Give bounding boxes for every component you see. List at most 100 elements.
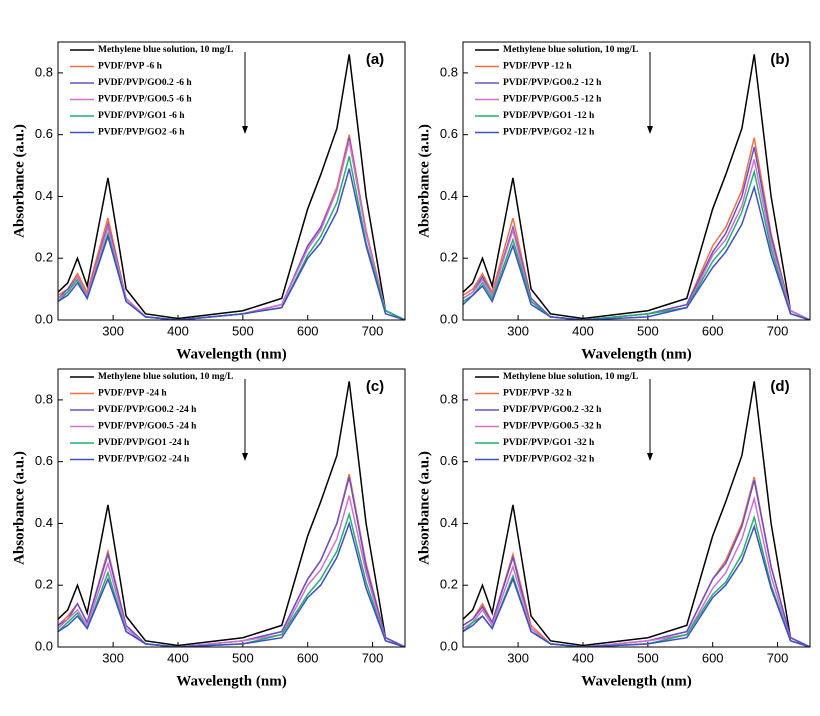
spectrum-line bbox=[58, 54, 405, 320]
legend-label: Methylene blue solution, 10 mg/L bbox=[503, 372, 638, 382]
x-tick-label: 700 bbox=[767, 323, 789, 338]
legend-label: PVDF/PVP/GO1 -24 h bbox=[98, 438, 190, 448]
y-tick-label: 0.8 bbox=[440, 64, 458, 79]
x-tick-label: 400 bbox=[167, 650, 189, 665]
legend-label: Methylene blue solution, 10 mg/L bbox=[98, 45, 233, 55]
y-tick-label: 0.6 bbox=[440, 453, 458, 468]
spectrum-line bbox=[58, 495, 405, 647]
x-tick-label: 500 bbox=[637, 323, 659, 338]
y-axis-label: Absorbance (a.u.) bbox=[416, 124, 432, 238]
legend-label: Methylene blue solution, 10 mg/L bbox=[98, 372, 233, 382]
panel-label: (b) bbox=[770, 51, 789, 68]
x-tick-label: 600 bbox=[297, 650, 319, 665]
y-tick-label: 0.2 bbox=[35, 577, 53, 592]
y-tick-label: 0.0 bbox=[440, 638, 458, 653]
legend-label: PVDF/PVP/GO2 -24 h bbox=[98, 455, 190, 465]
y-tick-label: 0.0 bbox=[35, 311, 53, 326]
x-axis-label: Wavelength (nm) bbox=[581, 346, 691, 362]
x-axis-label: Wavelength (nm) bbox=[176, 346, 286, 362]
y-axis-label: Absorbance (a.u.) bbox=[416, 451, 432, 565]
legend-arrowhead bbox=[647, 126, 653, 134]
spectrum-line bbox=[463, 524, 810, 647]
legend-label: PVDF/PVP/GO0.2 -12 h bbox=[503, 78, 602, 88]
legend-label: PVDF/PVP -12 h bbox=[503, 62, 572, 72]
y-tick-label: 0.6 bbox=[35, 126, 53, 141]
legend-label: PVDF/PVP/GO1 -12 h bbox=[503, 111, 595, 121]
x-tick-label: 700 bbox=[767, 650, 789, 665]
legend-label: PVDF/PVP/GO2 -6 h bbox=[98, 128, 185, 138]
legend-label: PVDF/PVP/GO1 -6 h bbox=[98, 111, 185, 121]
plot-frame bbox=[57, 41, 406, 321]
spectrum-line bbox=[463, 480, 810, 647]
y-tick-label: 0.8 bbox=[440, 391, 458, 406]
x-tick-label: 600 bbox=[702, 323, 724, 338]
x-tick-label: 600 bbox=[297, 323, 319, 338]
legend-label: PVDF/PVP/GO0.5 -24 h bbox=[98, 422, 197, 432]
spectrum-line bbox=[58, 520, 405, 647]
y-tick-label: 0.2 bbox=[35, 250, 53, 265]
spectrum-line bbox=[463, 514, 810, 647]
spectrum-line bbox=[463, 54, 810, 320]
y-tick-label: 0.0 bbox=[440, 311, 458, 326]
panel-label: (d) bbox=[770, 378, 789, 395]
spectrum-line bbox=[58, 511, 405, 647]
x-tick-label: 300 bbox=[102, 323, 124, 338]
legend-label: PVDF/PVP/GO0.2 -6 h bbox=[98, 78, 192, 88]
y-axis-label: Absorbance (a.u.) bbox=[11, 451, 27, 565]
x-tick-label: 400 bbox=[572, 650, 594, 665]
spectrum-line bbox=[463, 381, 810, 647]
spectrum-line bbox=[463, 159, 810, 320]
y-tick-label: 0.6 bbox=[35, 453, 53, 468]
legend-label: PVDF/PVP/GO1 -32 h bbox=[503, 438, 595, 448]
legend-label: PVDF/PVP/GO0.2 -24 h bbox=[98, 405, 197, 415]
spectrum-line bbox=[58, 381, 405, 647]
y-tick-label: 0.0 bbox=[35, 638, 53, 653]
spectrum-line bbox=[463, 495, 810, 647]
legend-label: PVDF/PVP/GO2 -32 h bbox=[503, 455, 595, 465]
x-tick-label: 400 bbox=[572, 323, 594, 338]
panel-label: (a) bbox=[366, 51, 384, 68]
legend-label: PVDF/PVP/GO0.5 -32 h bbox=[503, 422, 602, 432]
legend-arrowhead bbox=[242, 126, 248, 134]
x-tick-label: 700 bbox=[362, 323, 384, 338]
x-axis-label: Wavelength (nm) bbox=[176, 673, 286, 689]
legend-arrowhead bbox=[647, 453, 653, 461]
legend-arrowhead bbox=[242, 453, 248, 461]
legend-label: Methylene blue solution, 10 mg/L bbox=[503, 45, 638, 55]
x-tick-label: 500 bbox=[637, 650, 659, 665]
y-axis-label: Absorbance (a.u.) bbox=[11, 124, 27, 238]
spectrum-line bbox=[58, 168, 405, 320]
y-tick-label: 0.4 bbox=[440, 188, 458, 203]
y-tick-label: 0.4 bbox=[35, 515, 53, 530]
legend-label: PVDF/PVP/GO0.5 -6 h bbox=[98, 95, 192, 105]
spectrum-line bbox=[463, 168, 810, 320]
legend-label: PVDF/PVP/GO0.5 -12 h bbox=[503, 95, 602, 105]
y-tick-label: 0.4 bbox=[35, 188, 53, 203]
legend-label: PVDF/PVP/GO2 -12 h bbox=[503, 128, 595, 138]
y-tick-label: 0.6 bbox=[440, 126, 458, 141]
x-tick-label: 500 bbox=[232, 650, 254, 665]
x-tick-label: 500 bbox=[232, 323, 254, 338]
legend-label: PVDF/PVP -6 h bbox=[98, 62, 163, 72]
legend-label: PVDF/PVP/GO0.2 -32 h bbox=[503, 405, 602, 415]
y-tick-label: 0.2 bbox=[440, 577, 458, 592]
legend-label: PVDF/PVP -32 h bbox=[503, 389, 572, 399]
spectrum-line bbox=[463, 146, 810, 320]
plot-frame bbox=[57, 368, 406, 648]
y-tick-label: 0.4 bbox=[440, 515, 458, 530]
panel-label: (c) bbox=[366, 378, 384, 395]
legend-label: PVDF/PVP -24 h bbox=[98, 389, 167, 399]
plot-frame bbox=[462, 41, 811, 321]
x-tick-label: 400 bbox=[167, 323, 189, 338]
y-tick-label: 0.2 bbox=[440, 250, 458, 265]
x-tick-label: 300 bbox=[507, 650, 529, 665]
x-axis-label: Wavelength (nm) bbox=[581, 673, 691, 689]
spectrum-line bbox=[58, 476, 405, 647]
x-tick-label: 600 bbox=[702, 650, 724, 665]
y-tick-label: 0.8 bbox=[35, 391, 53, 406]
y-tick-label: 0.8 bbox=[35, 64, 53, 79]
x-tick-label: 300 bbox=[102, 650, 124, 665]
spectrum-line bbox=[463, 184, 810, 320]
x-tick-label: 700 bbox=[362, 650, 384, 665]
